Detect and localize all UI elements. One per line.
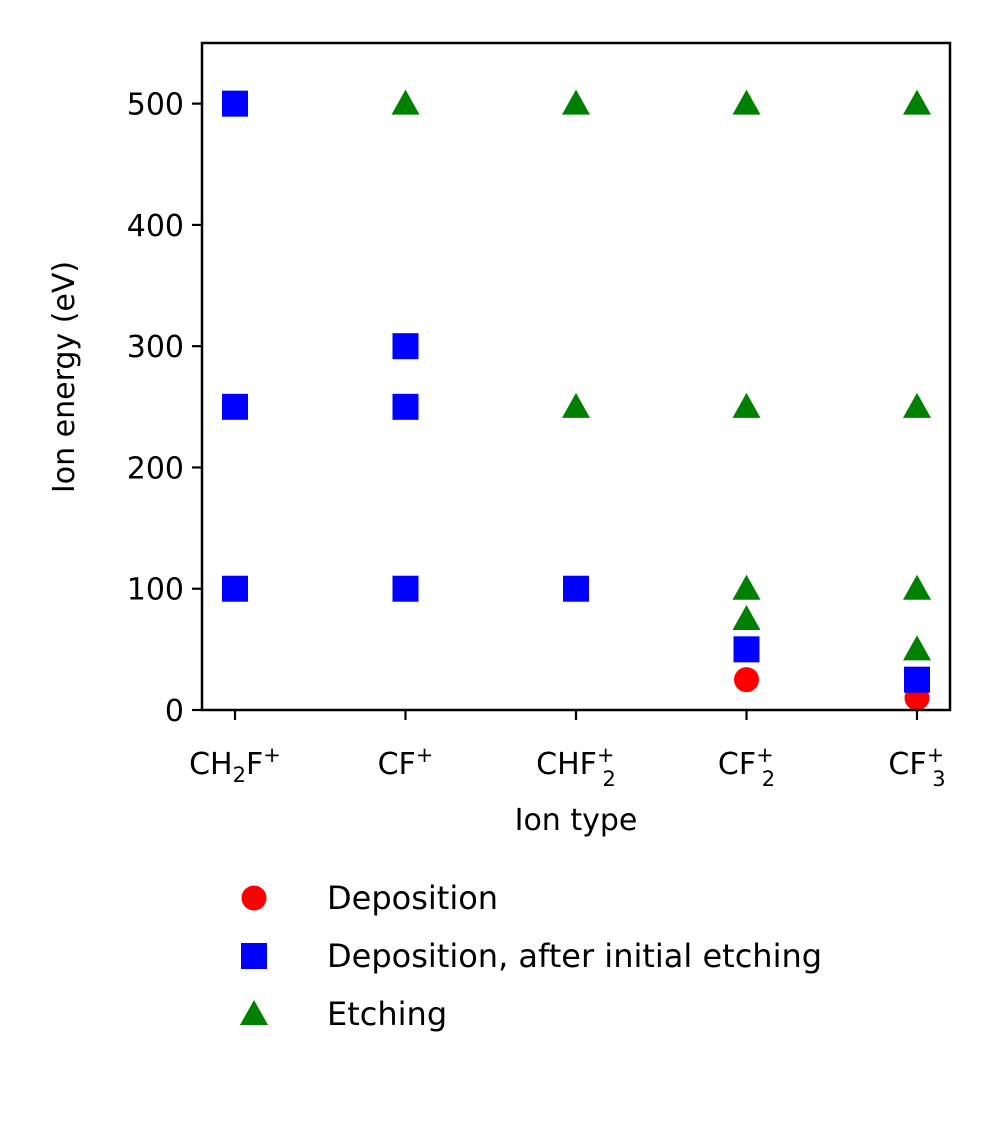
y-tick-label: 100 (127, 573, 184, 608)
legend-label: Deposition, after initial etching (327, 937, 822, 975)
legend-marker-square (241, 943, 267, 969)
x-tick-label-part: + (263, 743, 281, 767)
x-tick-label: CF+ 2 (718, 743, 775, 791)
x-axis-label: Ion type (515, 803, 638, 838)
data-point-square (222, 90, 248, 117)
legend-label: Etching (327, 995, 447, 1033)
x-tick-label: CF+ (378, 743, 434, 782)
y-tick-label: 400 (127, 209, 184, 244)
legend-marker-triangle (240, 1000, 268, 1025)
y-tick-label: 500 (127, 88, 184, 123)
data-point-triangle (903, 574, 931, 600)
x-tick-label-part: + (416, 743, 434, 767)
x-tick-label: CF+ 3 (888, 743, 945, 791)
x-tick-label-part: + (756, 743, 774, 767)
data-point-square (904, 666, 930, 693)
data-point-triangle (903, 635, 931, 661)
x-tick-label-part: CF (718, 747, 756, 782)
x-tick-label: CH2F+ (189, 743, 281, 787)
y-axis-ticks: 0 100 200 300 400 500 (127, 88, 202, 729)
x-tick-label-part: CHF (536, 747, 597, 782)
data-point-square (733, 636, 760, 663)
data-point-square (392, 333, 419, 360)
x-tick-label-part: 3 (932, 767, 945, 791)
x-tick-label: CHF+ 2 (536, 743, 616, 791)
data-point-square (563, 575, 589, 602)
y-tick-label: 300 (127, 330, 184, 365)
data-point-triangle (732, 89, 761, 115)
data-point-triangle (391, 89, 420, 115)
plot-frame (200, 41, 952, 712)
x-axis-ticks: CH2F+ CF+ CHF+ 2 CF+ 2 CF+ 3 (189, 710, 946, 791)
data-point-triangle (903, 89, 931, 115)
x-tick-label-part: F (246, 747, 263, 782)
x-tick-label-part: + (927, 743, 945, 767)
legend-label: Deposition (327, 879, 498, 917)
y-axis-label: Ion energy (eV) (47, 261, 82, 493)
x-tick-label-part: 2 (233, 763, 246, 787)
legend-marker-circle (241, 885, 267, 911)
data-point-square (392, 575, 419, 602)
y-tick-label: 200 (127, 451, 184, 486)
x-tick-label-part: + (597, 743, 615, 767)
data-point-square (222, 575, 248, 602)
legend: Deposition Deposition, after initial etch… (240, 879, 822, 1033)
data-point-triangle (732, 574, 761, 600)
data-point-triangle (903, 392, 931, 418)
data-point-square (392, 393, 419, 420)
data-point-triangle (562, 392, 590, 418)
x-tick-label-part: 2 (762, 767, 775, 791)
x-tick-label-part: 2 (603, 767, 616, 791)
x-tick-label-part: CH (189, 747, 233, 782)
x-tick-label-part: CF (378, 747, 416, 782)
data-point-triangle (732, 605, 761, 631)
data-point-square (222, 393, 248, 420)
x-tick-label-part: CF (888, 747, 926, 782)
plot-points (222, 89, 931, 711)
data-point-circle (734, 667, 759, 693)
data-point-triangle (562, 89, 590, 115)
data-point-triangle (732, 392, 761, 418)
y-tick-label: 0 (165, 694, 184, 729)
